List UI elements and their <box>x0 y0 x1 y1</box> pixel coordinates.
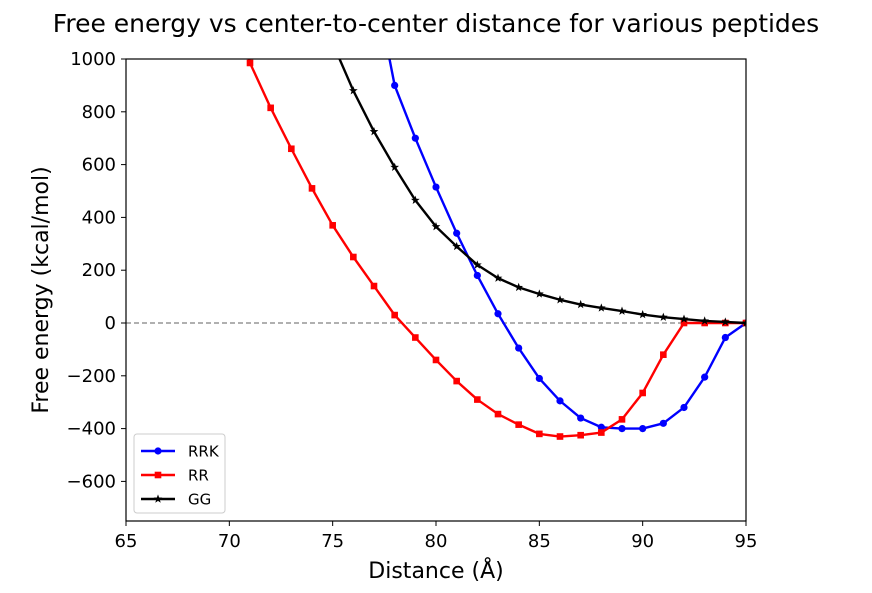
data-point-rr <box>515 421 522 428</box>
data-point-gg <box>576 299 586 309</box>
data-point-rr <box>556 433 564 440</box>
data-point-rrk <box>680 403 688 412</box>
data-point-rr <box>494 410 502 418</box>
x-axis-label: Distance (Å) <box>368 557 503 584</box>
y-tick-label: 1000 <box>70 49 116 70</box>
data-point-rr <box>308 185 316 192</box>
y-tick-label: −200 <box>67 366 116 387</box>
data-point-gg <box>658 312 668 321</box>
data-point-gg <box>472 260 482 269</box>
legend-label-rr: RR <box>188 467 209 485</box>
data-point-rr <box>246 59 254 67</box>
data-point-rr <box>329 222 336 229</box>
data-point-rr <box>391 311 398 319</box>
data-point-rr <box>536 430 543 438</box>
y-tick-label: −400 <box>67 419 116 440</box>
series-line-rr <box>247 59 746 438</box>
data-point-gg <box>452 241 462 251</box>
data-point-rr <box>577 431 584 439</box>
legend-marker-rr <box>154 471 162 479</box>
data-point-rr <box>680 319 688 327</box>
x-tick-label: 85 <box>528 531 551 552</box>
data-point-gg <box>493 273 503 282</box>
data-point-rrk <box>494 310 502 318</box>
data-point-gg <box>555 295 565 304</box>
data-point-gg <box>700 316 710 325</box>
data-point-gg <box>410 195 420 204</box>
data-point-gg <box>741 318 746 327</box>
data-point-gg <box>679 314 689 323</box>
data-point-rrk <box>701 373 709 381</box>
x-tick-label: 90 <box>631 531 654 552</box>
data-point-rrk <box>618 425 626 433</box>
data-point-rrk <box>556 397 564 405</box>
data-point-gg <box>534 289 544 298</box>
data-point-rr <box>598 429 605 436</box>
y-tick-label: 800 <box>82 102 116 123</box>
y-tick-label: 0 <box>105 313 116 334</box>
data-point-gg <box>638 309 648 319</box>
legend-marker-rrk <box>154 447 162 455</box>
series-rrk <box>388 59 746 433</box>
data-point-rrk <box>411 134 419 142</box>
data-point-gg <box>596 303 606 312</box>
data-point-rrk <box>639 425 647 433</box>
series-gg <box>338 59 746 327</box>
legend-label-rrk: RRK <box>188 443 220 461</box>
data-point-rr <box>660 351 667 358</box>
data-point-rr <box>350 253 357 261</box>
x-tick-label: 95 <box>735 531 758 552</box>
data-point-gg <box>431 222 441 231</box>
data-point-rrk <box>391 81 399 89</box>
data-point-rrk <box>597 423 605 431</box>
legend: RRK RR GG <box>133 433 226 514</box>
data-point-rrk <box>577 414 585 422</box>
data-point-rr <box>701 319 708 327</box>
data-point-rr <box>618 416 626 423</box>
data-point-gg <box>369 127 379 136</box>
data-point-rr <box>288 145 295 153</box>
y-axis-label: Free energy (kcal/mol) <box>29 166 54 413</box>
data-point-gg <box>514 282 524 292</box>
data-point-rr <box>432 356 440 364</box>
x-tick-label: 80 <box>425 531 448 552</box>
data-point-rr <box>267 104 274 112</box>
data-point-rr <box>370 282 378 290</box>
data-point-rrk <box>535 374 543 383</box>
data-point-rr <box>453 377 460 385</box>
data-point-gg <box>617 306 627 315</box>
data-point-gg <box>720 317 730 326</box>
y-tick-label: −600 <box>67 471 116 492</box>
data-point-rr <box>639 389 646 397</box>
data-point-gg <box>348 86 358 95</box>
data-point-rrk <box>432 183 440 191</box>
data-point-rr <box>412 334 419 341</box>
y-tick-label: 600 <box>82 155 116 176</box>
x-tick-label: 70 <box>218 531 241 552</box>
data-point-rrk <box>721 333 729 342</box>
legend-label-gg: GG <box>188 491 211 509</box>
data-point-rrk <box>473 271 481 280</box>
x-tick-label: 75 <box>321 531 344 552</box>
chart-title: Free energy vs center-to-center distance… <box>53 9 819 38</box>
y-tick-label: 200 <box>82 260 116 281</box>
series-rr <box>246 59 746 440</box>
x-tick-label: 65 <box>115 531 138 552</box>
data-point-rrk <box>453 229 461 237</box>
data-point-gg <box>390 162 400 171</box>
data-point-rrk <box>659 419 667 427</box>
y-tick-label: 400 <box>82 207 116 228</box>
data-point-rr <box>474 396 481 403</box>
legend-marker-gg <box>153 494 163 503</box>
data-point-rrk <box>515 344 523 352</box>
